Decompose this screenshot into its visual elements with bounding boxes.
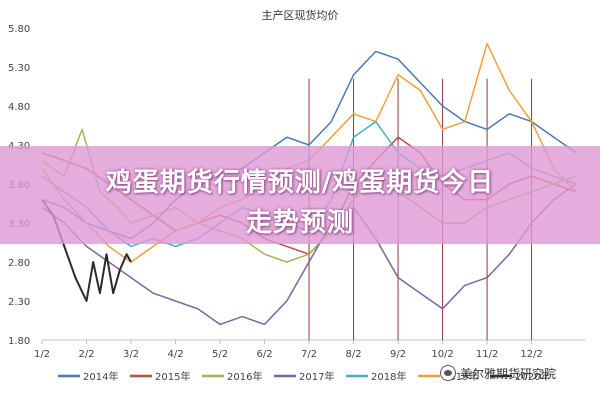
x-tick-label: 8/2 [346, 349, 362, 360]
x-tick-label: 10/2 [431, 349, 453, 360]
legend-label: 2015年 [155, 370, 190, 383]
series-line-2017 [41, 183, 577, 326]
legend-label: 2018年 [371, 370, 406, 383]
y-tick-label: 5.80 [8, 24, 30, 35]
chart-title: 主产区现货均价 [261, 9, 339, 22]
x-tick-label: 1/2 [34, 349, 50, 360]
x-tick-label: 3/2 [123, 349, 139, 360]
x-tick-label: 12/2 [520, 349, 542, 360]
title-banner: 鸡蛋期货行情预测/鸡蛋期货今日 走势预测 [0, 146, 600, 244]
legend-label: 2017年 [299, 370, 334, 383]
y-tick-label: 4.80 [8, 102, 30, 113]
y-tick-label: 2.30 [8, 297, 30, 308]
x-tick-label: 4/2 [167, 349, 183, 360]
x-tick-label: 2/2 [78, 349, 94, 360]
x-tick-label: 9/2 [390, 349, 406, 360]
x-tick-label: 5/2 [212, 349, 228, 360]
y-tick-label: 2.80 [8, 258, 30, 269]
banner-title-line-2: 走势预测 [245, 208, 354, 238]
x-tick-label: 7/2 [301, 349, 317, 360]
chart-legend: 2014年 2015年 2016年 2017年 2018年 2019年 2020年 [58, 370, 550, 383]
x-tick-label: 11/2 [476, 349, 498, 360]
wechat-icon [440, 365, 456, 381]
legend-label: 2016年 [227, 370, 262, 383]
legend-label: 2020年 [515, 370, 550, 383]
y-tick-label: 1.80 [8, 336, 30, 347]
banner-title-line-1: 鸡蛋期货行情预测/鸡蛋期货今日 [105, 168, 495, 198]
y-tick-label: 5.30 [8, 63, 30, 74]
watermark: 美尔雅期货研究院 [440, 362, 600, 384]
watermark-text: 美尔雅期货研究院 [460, 367, 557, 381]
x-tick-label: 6/2 [256, 349, 272, 360]
legend-label: 2014年 [83, 370, 118, 383]
